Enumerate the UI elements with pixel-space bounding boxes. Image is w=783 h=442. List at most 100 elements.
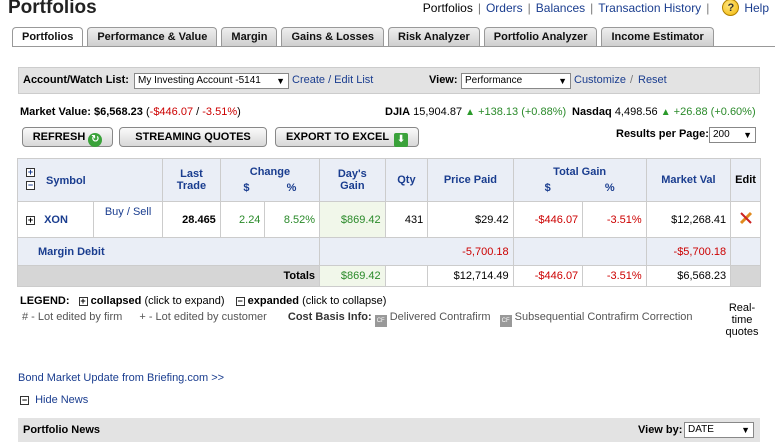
hide-news-toggle[interactable]: − Hide News [20, 394, 88, 406]
total-gain-header[interactable]: Total Gain $ % [512, 158, 647, 202]
symbol-column-label: Symbol [46, 175, 86, 187]
chevron-down-icon: ▼ [558, 76, 567, 86]
change-pct-label: % [286, 182, 297, 194]
refresh-button[interactable]: REFRESH ↻ [22, 127, 113, 147]
market-val-cell: $12,268.41 [645, 201, 732, 238]
djia-change: +138.13 (+0.88%) [478, 106, 567, 118]
market-value-label: Market Value: [20, 106, 91, 118]
market-val-column-label: Market Val [661, 174, 716, 186]
bond-market-update-link[interactable]: Bond Market Update from Briefing.com >> [18, 372, 225, 384]
nav-divider: | [527, 0, 531, 15]
portfolio-news-bar: Portfolio News View by: DATE ▼ [18, 418, 760, 442]
buy-sell-link[interactable]: Buy / Sell [104, 206, 152, 218]
change-column-label: Change [249, 166, 291, 178]
reset-link[interactable]: Reset [638, 74, 667, 86]
account-select[interactable]: My Investing Account -5141 ▼ [134, 73, 289, 89]
tab-risk-analyzer[interactable]: Risk Analyzer [388, 27, 480, 46]
margin-debit-edit-blank [730, 237, 761, 266]
tab-margin[interactable]: Margin [221, 27, 278, 46]
legend-expanded-hint: (click to collapse) [302, 295, 387, 307]
account-select-value: My Investing Account -5141 [138, 75, 261, 86]
download-arrow-icon: ⬇ [394, 133, 409, 147]
streaming-quotes-button[interactable]: STREAMING QUOTES [119, 127, 267, 147]
price-paid-header[interactable]: Price Paid [427, 158, 514, 202]
tab-divider [12, 46, 775, 47]
legend-customer: + - Lot edited by customer [139, 311, 267, 323]
change-dollar-label: $ [243, 182, 250, 194]
legend: LEGEND: + collapsed (click to expand) − … [20, 295, 386, 307]
hide-news-link[interactable]: Hide News [35, 394, 89, 406]
legend-collapsed-hint: (click to expand) [144, 295, 225, 307]
totals-row: Totals $869.42 $12,714.49 -$446.07 -3.51… [16, 265, 761, 287]
streaming-quotes-label: STREAMING QUOTES [135, 131, 251, 143]
nav-orders[interactable]: Orders [485, 0, 523, 15]
margin-debit-market-val: -$5,700.18 [645, 237, 732, 266]
days-gain-cell: $869.42 [319, 201, 386, 238]
delivered-contrafirm-icon: CF [374, 315, 387, 327]
margin-debit-row: Margin Debit -5,700.18 -$5,700.18 [16, 237, 761, 266]
margin-debit-blank [512, 237, 647, 266]
change-pct-cell: 8.52% [264, 201, 321, 238]
symbol-header[interactable]: + − Symbol [16, 158, 164, 202]
view-by-value: DATE [688, 424, 714, 435]
tab-portfolios[interactable]: Portfolios [12, 27, 84, 47]
results-per-page-select[interactable]: 200 ▼ [709, 127, 756, 143]
total-gain-column-label: Total Gain [553, 166, 607, 178]
days-gain-column-label: Day's Gain [337, 168, 367, 192]
positions-table: + − Symbol Last Trade Change $ % Day's G… [16, 158, 761, 287]
account-controls: Account/Watch List: My Investing Account… [18, 67, 760, 94]
totals-edit-blank [730, 265, 761, 287]
create-edit-list-link[interactable]: Create / Edit List [292, 74, 374, 86]
collapse-icon: − [20, 395, 29, 405]
change-cell: 2.24 [219, 201, 266, 238]
customize-link[interactable]: Customize [574, 74, 626, 86]
page-title: Portfolios [8, 0, 97, 18]
nasdaq-value: 4,498.56 [614, 106, 658, 118]
change-header[interactable]: Change $ % [219, 158, 321, 202]
pencil-edit-icon[interactable] [738, 210, 754, 226]
view-select[interactable]: Performance ▼ [461, 73, 571, 89]
totals-total-gain-pct: -3.51% [582, 265, 647, 287]
total-gain-dollar-label: $ [544, 182, 551, 194]
totals-days-gain: $869.42 [319, 265, 386, 287]
nav-divider: | [706, 0, 710, 15]
margin-debit-link[interactable]: Margin Debit [38, 245, 105, 258]
market-val-header[interactable]: Market Val [645, 158, 732, 202]
help-icon[interactable]: ? [722, 0, 740, 16]
export-excel-label: EXPORT TO EXCEL [285, 131, 390, 143]
symbol-link[interactable]: XON [44, 213, 68, 226]
help-link[interactable]: Help [744, 0, 769, 15]
view-by-select[interactable]: DATE ▼ [684, 422, 754, 438]
qty-cell: 431 [384, 201, 429, 238]
totals-label: Totals [16, 265, 321, 287]
days-gain-header[interactable]: Day's Gain [319, 158, 386, 202]
legend-delivered: Delivered Contrafirm [389, 311, 491, 323]
totals-qty-blank [384, 265, 429, 287]
table-row: + XON Buy / Sell 28.465 2.24 8.52% $869.… [16, 201, 761, 238]
symbol-cell: + XON [16, 201, 95, 238]
tab-gains-losses[interactable]: Gains & Losses [281, 27, 385, 46]
tab-income-estimator[interactable]: Income Estimator [601, 27, 714, 46]
nasdaq-change: +26.88 (+0.60%) [673, 106, 756, 118]
nav-balances[interactable]: Balances [535, 0, 586, 15]
qty-header[interactable]: Qty [384, 158, 429, 202]
expand-row-icon[interactable]: + [26, 214, 35, 225]
qty-column-label: Qty [397, 174, 416, 186]
total-gain-cell: -$446.07 [512, 201, 584, 238]
export-excel-button[interactable]: EXPORT TO EXCEL ⬇ [275, 127, 419, 147]
tab-performance-value[interactable]: Performance & Value [87, 27, 218, 46]
realtime-quotes-text: Real-time quotes [725, 302, 759, 338]
expanded-icon: − [235, 296, 245, 306]
tab-portfolio-analyzer[interactable]: Portfolio Analyzer [483, 27, 598, 46]
expand-all-icon[interactable]: + [26, 167, 35, 177]
last-trade-header[interactable]: Last Trade [162, 158, 221, 202]
nav-portfolios[interactable]: Portfolios [422, 0, 473, 15]
nav-transaction-history[interactable]: Transaction History [598, 0, 702, 15]
collapse-all-icon[interactable]: − [26, 180, 35, 190]
view-label: View: [429, 74, 458, 86]
legend-label: LEGEND: [20, 295, 70, 307]
tab-bar: Portfolios Performance & Value Margin Ga… [12, 27, 718, 47]
price-paid-cell: $29.42 [427, 201, 514, 238]
chevron-down-icon: ▼ [743, 130, 752, 140]
results-per-page-value: 200 [713, 129, 730, 140]
